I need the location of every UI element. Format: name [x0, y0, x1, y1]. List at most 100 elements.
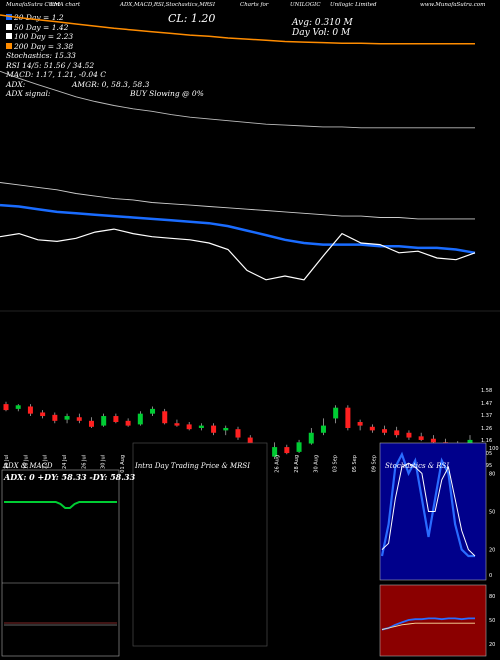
legend-item-200: 200 Day = 3.38	[6, 42, 106, 52]
adx-readout: ADX: 0 +DY: 58.33 -DY: 58.33	[4, 472, 136, 482]
candle-body	[430, 438, 436, 443]
ema-line-50-day	[0, 182, 475, 220]
date-label: 30 Jul	[101, 455, 107, 469]
rsi-panel-frame	[379, 584, 487, 657]
candle-body	[247, 437, 253, 448]
candle-body	[52, 414, 58, 421]
candle-body	[113, 416, 119, 423]
adx-signal-label: ADX signal:	[6, 89, 51, 98]
ema-lines-group	[0, 14, 476, 281]
candle-body	[296, 442, 302, 452]
candle-body	[284, 447, 290, 454]
ema-legend: 20 Day = 1.2 50 Day = 1.42 100 Day = 2.2…	[6, 13, 106, 80]
candle-body	[320, 425, 326, 433]
header-company: Unilogic Limited	[330, 2, 377, 8]
header-ema: EMA chart	[50, 2, 81, 8]
candle-body	[150, 408, 156, 414]
header-title: MunafaSutra Chart	[6, 2, 61, 8]
date-label: 24 Jul	[62, 455, 68, 469]
candle-body	[357, 422, 363, 426]
candle-body	[88, 420, 94, 427]
candle-body	[137, 413, 143, 425]
candle-body	[64, 416, 70, 420]
stoch-line-0	[380, 451, 475, 558]
legend-item-50: 50 Day = 1.42	[6, 23, 106, 33]
date-label: 22 Jul	[43, 455, 49, 469]
rsi-value: RSI 14/5: 51.56 / 34.52	[6, 60, 95, 70]
price-tick-label: 1.58	[481, 388, 492, 394]
legend-item-100: 100 Day = 2.23	[6, 32, 106, 42]
header-site: www.MunafaSutra.com	[420, 2, 486, 8]
intraday-panel-title: Intra Day Trading Price & MRSI	[135, 462, 250, 470]
header-indicators: ADX,MACD,RSI,Stochastics,MRSI	[120, 2, 215, 8]
adx-panel-title: ADX & MACD	[3, 462, 53, 470]
legend-label-50: 50 Day = 1.42	[14, 22, 69, 32]
rsi-tick-label: 20	[489, 642, 495, 648]
stochastics-value: Stochastics: 15.33	[6, 51, 76, 60]
intraday-panel-frame	[132, 442, 268, 647]
rsi-lines-group	[381, 617, 475, 631]
rsi-tick-label: 50	[489, 618, 495, 624]
stoch-lines-group	[380, 451, 476, 558]
adx-label: ADX:	[6, 80, 26, 89]
price-tick-label: 1.05	[481, 451, 492, 457]
stoch-panel-title: Stochastics & RSI	[385, 462, 450, 470]
macd-value: MACD: 1.17, 1.21, -0.04 C	[6, 70, 107, 79]
date-label: 30 Aug	[313, 455, 319, 473]
price-tick-label: 1.26	[481, 426, 492, 432]
candle-body	[369, 426, 375, 431]
candle-body	[418, 436, 424, 440]
candle-body	[235, 429, 241, 438]
stoch-line-1	[381, 462, 476, 557]
candle-body	[40, 412, 46, 417]
avg-volume: Avg: 0.310 M	[292, 18, 353, 28]
rsi-line-1	[381, 622, 475, 631]
candle-body	[3, 404, 9, 411]
date-label: 18 Jul	[23, 455, 29, 469]
adx-line	[4, 501, 117, 509]
candle-body	[174, 423, 180, 426]
date-label: 26 Jul	[81, 455, 87, 469]
stoch-tick-label: 20	[489, 548, 495, 554]
ema-line-100-day	[0, 70, 475, 129]
legend-swatch-20	[6, 14, 12, 20]
adx-values: AMGR: 0, 58.3, 58.3	[72, 80, 150, 89]
date-label: 26 Aug	[275, 455, 281, 473]
candle-body	[15, 405, 21, 409]
adx-panel-frame	[1, 469, 120, 657]
candle-body	[333, 407, 339, 419]
date-label: 01 Aug	[120, 455, 126, 473]
ema-line-20-day	[0, 203, 476, 255]
stoch-tick-label: 80	[489, 471, 495, 477]
header-symbol: UNILOGIC	[290, 2, 321, 8]
date-label: 28 Aug	[294, 455, 300, 473]
candle-body	[162, 411, 168, 424]
stoch-tick-label: 100	[489, 446, 499, 452]
price-ticks-group: 1.58 1.47 1.37 1.26 1.16 1.05 0.95	[481, 388, 492, 469]
legend-item-20: 20 Day = 1.2	[6, 13, 106, 23]
candle-body	[125, 420, 131, 426]
rsi-tick-label: 80	[489, 594, 495, 600]
date-label: 05 Sep	[352, 455, 358, 472]
candle-body	[211, 425, 217, 433]
ema-line-200-day	[0, 14, 475, 45]
candle-body	[308, 432, 314, 444]
price-tick-label: 1.47	[481, 401, 492, 407]
header-charts-for: Charts for	[240, 2, 269, 8]
legend-swatch-50	[6, 23, 12, 30]
date-label: 03 Sep	[333, 455, 339, 472]
side-ticks-group: 100 80 50 20 0 80 50 20	[489, 446, 499, 648]
rsi-line-0	[381, 617, 475, 631]
buy-signal: BUY Slowing @ 0%	[130, 89, 204, 98]
candle-body	[272, 447, 278, 457]
legend-label-20: 20 Day = 1.2	[14, 13, 64, 22]
date-label: 16 Jul	[4, 455, 10, 469]
candle-body	[394, 430, 400, 436]
price-tick-label: 0.95	[481, 463, 492, 469]
day-volume: Day Vol: 0 M	[292, 28, 351, 38]
candle-body	[186, 424, 192, 430]
date-label: 09 Sep	[371, 455, 377, 472]
stoch-tick-label: 50	[489, 510, 495, 516]
candle-body	[76, 417, 82, 421]
